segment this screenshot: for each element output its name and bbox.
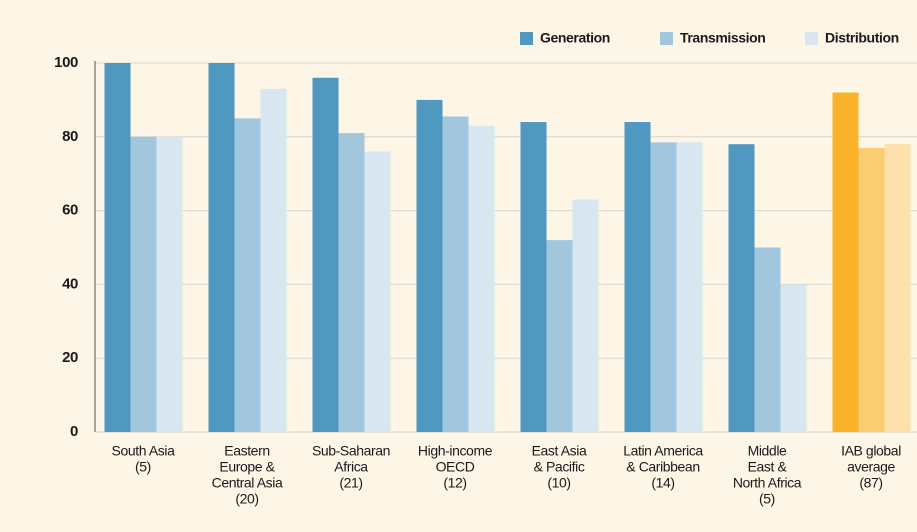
x-tick-label: (5) [759, 491, 775, 507]
legend-label: Generation [540, 30, 610, 46]
bar [442, 116, 469, 432]
x-tick-label: average [847, 459, 895, 475]
x-tick-label: IAB global [841, 443, 901, 459]
legend-swatch [520, 32, 533, 45]
x-tick-label: (20) [235, 491, 258, 507]
bar [156, 136, 183, 433]
bar [104, 63, 131, 432]
x-tick-label: & Caribbean [626, 459, 699, 475]
bar [780, 284, 807, 432]
x-tick-label: South Asia [112, 443, 176, 459]
x-tick-label: (12) [443, 475, 466, 491]
x-tick-label: High-income [418, 443, 493, 459]
bar [676, 142, 703, 432]
bar [858, 147, 885, 432]
bar [364, 151, 391, 432]
x-tick-label: Latin America [623, 443, 703, 459]
y-tick-label: 60 [62, 202, 78, 219]
y-tick-label: 80 [62, 128, 78, 145]
bar [468, 125, 495, 432]
x-tick-label: East Asia [532, 443, 587, 459]
legend-label: Transmission [680, 30, 765, 46]
legend-swatch [805, 32, 818, 45]
x-tick-label: (10) [547, 475, 570, 491]
bar [754, 247, 781, 432]
x-tick-label: Eastern [224, 443, 269, 459]
y-tick-label: 20 [62, 349, 78, 366]
x-tick-label: Europe & [219, 459, 275, 475]
legend-swatch [660, 32, 673, 45]
x-tick-label: East & [748, 459, 788, 475]
x-tick-label: (5) [135, 459, 151, 475]
bar [728, 144, 755, 432]
bar [338, 133, 365, 433]
x-tick-label: Sub-Saharan [312, 443, 390, 459]
x-tick-label: Middle [748, 443, 787, 459]
bar [572, 199, 599, 432]
x-tick-label: (87) [859, 475, 882, 491]
y-tick-label: 40 [62, 275, 78, 292]
y-tick-label: 100 [54, 54, 78, 71]
bar [650, 142, 677, 432]
bar [208, 63, 235, 432]
bar [884, 144, 911, 432]
bar [130, 136, 157, 433]
bar [624, 122, 651, 432]
x-tick-label: North Africa [733, 475, 802, 491]
x-tick-label: (21) [339, 475, 362, 491]
legend-label: Distribution [825, 30, 899, 46]
x-tick-label: OECD [436, 459, 475, 475]
bar [312, 77, 339, 432]
x-tick-label: & Pacific [534, 459, 585, 475]
bar [234, 118, 261, 432]
bar [546, 240, 573, 432]
bar [416, 99, 443, 433]
x-tick-label: (14) [651, 475, 674, 491]
bar [260, 88, 287, 432]
y-tick-label: 0 [70, 423, 78, 440]
bar [520, 122, 547, 432]
bar [832, 92, 859, 433]
x-tick-label: Central Asia [212, 475, 283, 491]
x-tick-label: Africa [334, 459, 368, 475]
